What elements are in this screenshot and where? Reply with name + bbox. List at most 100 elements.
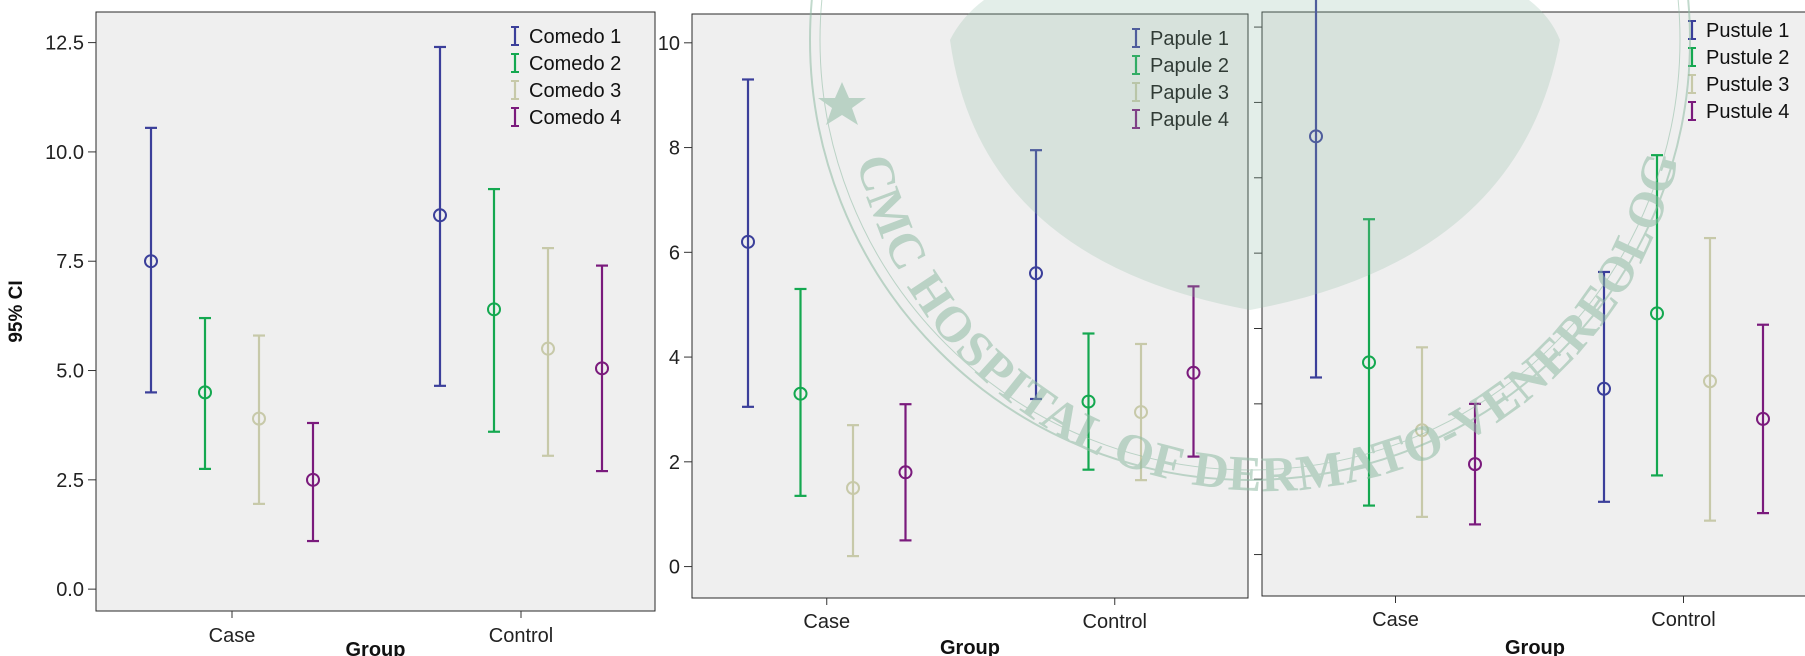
mean-point (1029, 266, 1043, 281)
error-bar (1029, 149, 1043, 401)
x-tick-label: Control (1083, 611, 1147, 633)
y-tick-label: 12.5 (45, 33, 84, 55)
mean-point (1134, 405, 1148, 420)
error-bar (1756, 323, 1770, 515)
seal-emblem (950, 0, 1560, 310)
seal-ring-inner (819, 0, 1681, 471)
mean-point (1362, 355, 1376, 370)
error-bar (793, 287, 808, 497)
plot-area (1261, 11, 1805, 597)
legend-item: Comedo 1 (511, 26, 621, 48)
legend-item: Pustule 3 (1688, 74, 1789, 96)
legend-label: Comedo 3 (529, 80, 621, 102)
error-bar (1081, 332, 1096, 471)
error-bar (1134, 342, 1148, 482)
y-tick-label: 8 (669, 138, 680, 160)
legend-item: Comedo 3 (511, 80, 621, 102)
legend-item: Papule 3 (1132, 82, 1229, 104)
legend-item: Comedo 4 (511, 107, 621, 129)
error-bar (1186, 285, 1201, 458)
legend-label: Papule 4 (1150, 109, 1229, 131)
mean-point (741, 234, 755, 249)
y-tick-label: 5.0 (56, 361, 84, 383)
legend-label: Comedo 2 (529, 53, 621, 75)
legend-label: Pustule 2 (1706, 47, 1789, 69)
mean-point (846, 481, 860, 496)
mean-point (1309, 129, 1323, 144)
x-tick-label: Case (1372, 609, 1419, 631)
mean-point (898, 465, 913, 480)
error-bar (1362, 218, 1376, 507)
error-bar (846, 424, 860, 558)
y-axis-label: 95% CI (6, 280, 27, 342)
legend-label: Pustule 4 (1706, 101, 1789, 123)
x-tick-label: Case (803, 611, 850, 633)
plot-area (95, 11, 656, 612)
x-tick-label: Case (209, 625, 256, 647)
legend-label: Papule 1 (1150, 28, 1229, 50)
legend-item: Pustule 1 (1688, 20, 1789, 42)
error-bar (1597, 270, 1611, 503)
legend-label: Pustule 1 (1706, 20, 1789, 42)
legend-label: Pustule 3 (1706, 74, 1789, 96)
y-tick-label: 2.5 (56, 470, 84, 492)
legend-item: Papule 4 (1132, 109, 1229, 131)
legend-label: Papule 3 (1150, 82, 1229, 104)
mean-point (252, 411, 266, 426)
y-tick-label: 0 (669, 557, 680, 579)
mean-point (793, 386, 808, 401)
mean-point (433, 208, 447, 223)
error-bar (433, 45, 447, 387)
legend-item: Comedo 2 (511, 53, 621, 75)
mean-point (1186, 365, 1201, 380)
y-tick-label: 7.5 (56, 251, 84, 273)
legend-label: Comedo 4 (529, 107, 621, 129)
mean-point (1756, 411, 1770, 426)
chart-panel-2: 0 2 4 6 8 10 Case Control Group Papule 1 Papule 2 P… (658, 13, 1249, 656)
mean-point (306, 472, 320, 487)
seal-star-icon (818, 82, 866, 125)
legend-label: Papule 2 (1150, 55, 1229, 77)
mean-point (1650, 306, 1664, 321)
legend-label: Comedo 1 (529, 26, 621, 48)
legend-item: Papule 2 (1132, 55, 1229, 77)
mean-point (1597, 381, 1611, 396)
error-bar (306, 421, 320, 543)
mean-point (541, 341, 555, 356)
x-tick-label: Control (489, 625, 553, 647)
error-bar (541, 247, 555, 457)
error-bar (898, 403, 913, 542)
error-bar (198, 316, 212, 471)
chart-panels: 0.0 2.5 5.0 7.5 10.0 12.5 95% CI Case Control Gro… (6, 0, 1805, 656)
y-tick-label: 6 (669, 242, 680, 264)
error-bar (1309, 0, 1323, 379)
mean-point (595, 361, 609, 376)
legend-item: Papule 1 (1132, 28, 1229, 50)
y-tick-label: 0.0 (56, 579, 84, 601)
error-bar (741, 78, 755, 408)
error-bar (1415, 346, 1429, 518)
error-bar (487, 187, 501, 433)
x-tick-label: Control (1651, 609, 1715, 631)
mean-point (1415, 423, 1429, 438)
x-axis-label: Group (1505, 637, 1565, 656)
error-bar (595, 264, 609, 473)
plot-area (691, 13, 1249, 599)
seal-ring-outer (809, 0, 1691, 481)
y-tick-label: 10 (658, 33, 680, 55)
y-tick-label: 10.0 (45, 142, 84, 164)
chart-panel-1: 0.0 2.5 5.0 7.5 10.0 12.5 95% CI Case Control Gro… (6, 11, 656, 656)
mean-point (198, 385, 212, 400)
mean-point (487, 302, 501, 317)
x-axis-label: Group (346, 639, 406, 656)
x-axis-label: Group (940, 637, 1000, 656)
y-tick-label: 2 (669, 452, 680, 474)
error-bar (1703, 236, 1717, 522)
legend-item: Pustule 4 (1688, 101, 1789, 123)
mean-point (144, 254, 158, 269)
y-tick-label: 4 (669, 347, 680, 369)
chart-panel-3: Case Control Group Pustule 1 Pustule 2 Pustul… (1254, 0, 1805, 656)
mean-point (1468, 457, 1482, 472)
error-bar (144, 126, 158, 394)
